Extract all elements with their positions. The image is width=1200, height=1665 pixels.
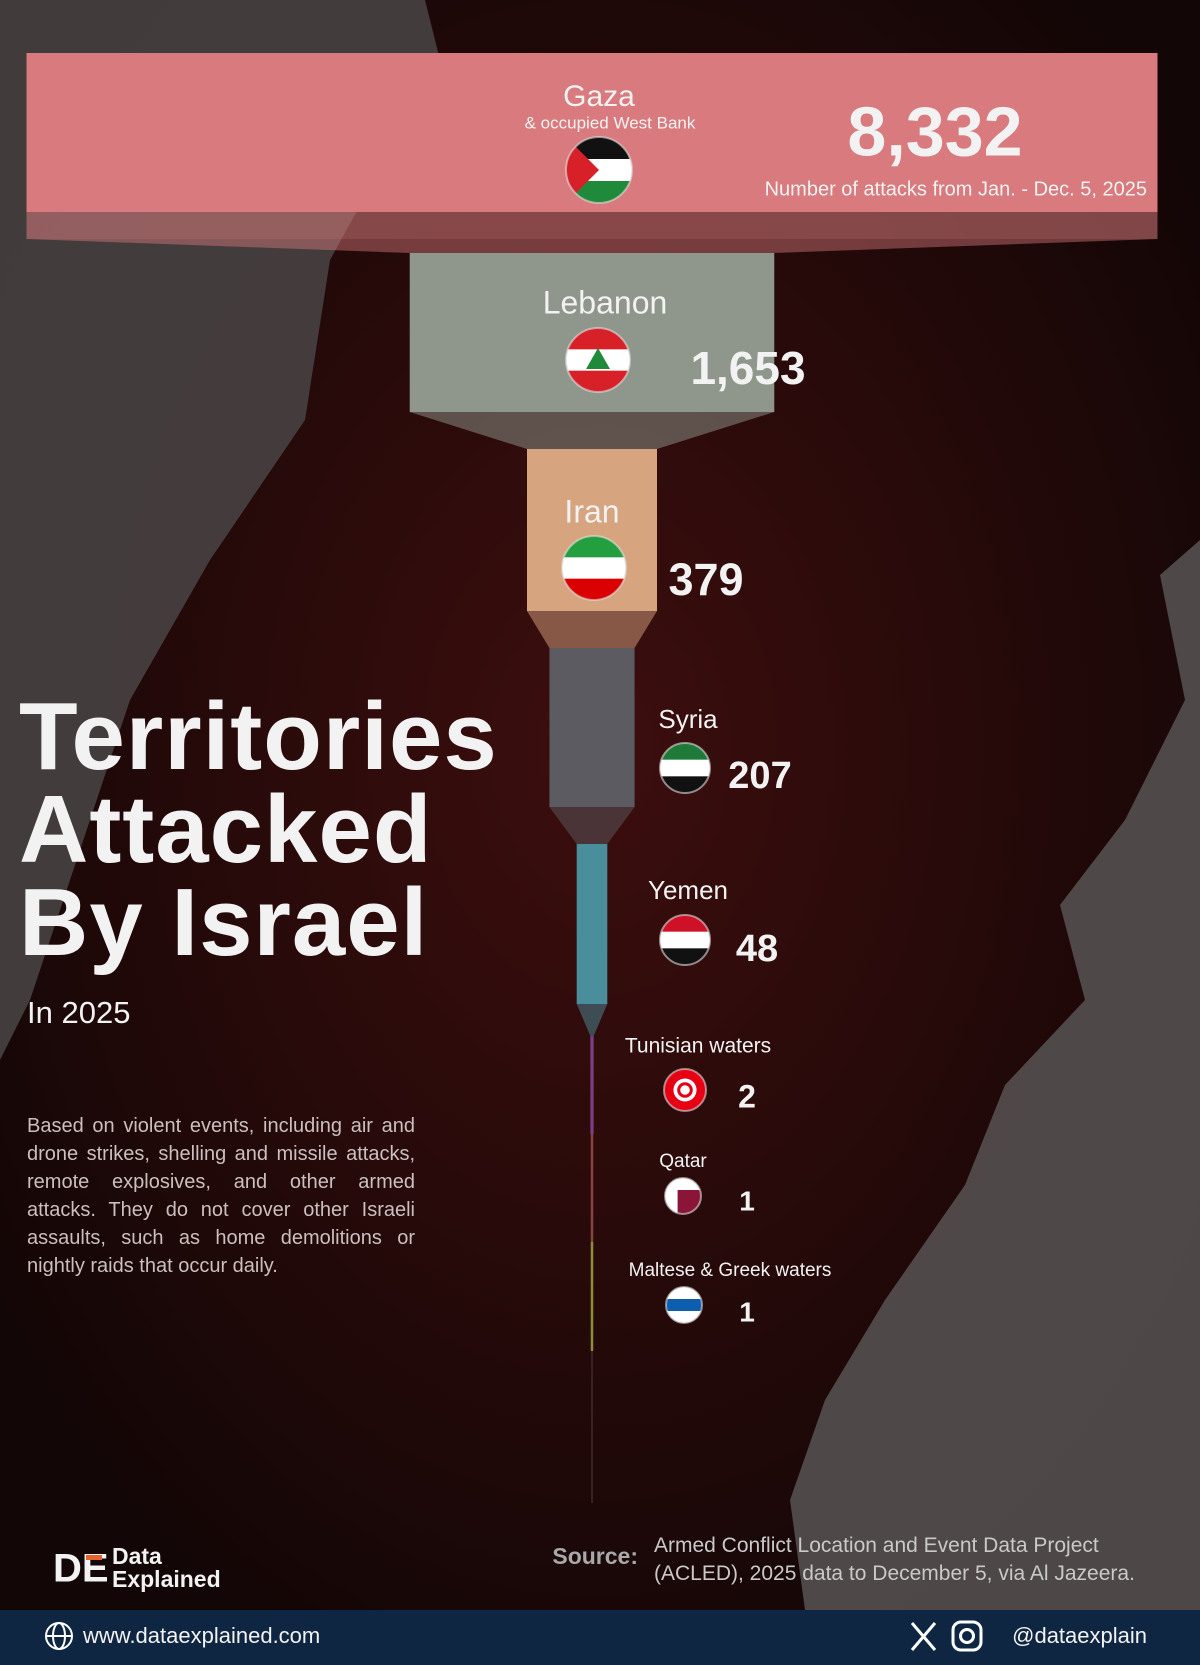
funnel-taper [409,412,775,449]
logo-mark: DE [53,1547,109,1591]
value-label: 1,653 [690,342,805,394]
source-label: Source: [552,1543,638,1569]
subtitle: In 2025 [27,995,131,1030]
source-text: Armed Conflict Location and Event Data P… [654,1534,1135,1585]
funnel-taper [576,1004,608,1036]
annotation: Number of attacks from Jan. - Dec. 5, 20… [765,178,1147,200]
annotation: & occupied West Bank [525,113,696,132]
category-label: Yemen [648,875,728,905]
funnel-taper [549,807,635,844]
flag [566,137,632,203]
funnel-bar [549,648,635,807]
title: Territories Attacked By Israel [19,683,498,976]
value-label: 1 [739,1185,755,1216]
category-label: Gaza [563,80,635,113]
value-label: 207 [728,755,791,797]
flag-crescent [677,1082,693,1098]
flag-triangle [566,137,599,203]
value-label: 8,332 [847,92,1022,170]
instagram-icon[interactable] [951,1620,983,1652]
flag-ring [659,914,711,966]
flag-stripe [666,1299,702,1312]
flag-disc [673,1078,697,1102]
flag-stripe [566,328,630,350]
value-label: 2 [738,1078,756,1114]
funnel-bar [590,1036,594,1134]
website[interactable]: www.dataexplained.com [82,1623,320,1648]
map-shape [0,0,440,1060]
funnel-bar [576,844,608,1004]
category-label: Iran [564,493,619,529]
instagram-icon [959,1628,975,1644]
funnel-bar [590,1134,594,1242]
flag-ring [663,1068,707,1112]
flag-ring [565,327,631,393]
flag [566,328,630,392]
flag-ring [561,535,627,601]
funnel-bar [590,1242,594,1351]
handle[interactable]: @dataexplain [1012,1623,1147,1648]
x-icon[interactable] [910,1622,937,1651]
category-label: Syria [658,704,718,734]
flag-ring [665,1286,703,1324]
footer-bar [0,1610,1200,1665]
flag-ring [659,742,711,794]
flag-cedar [586,348,610,369]
flag-stripe [660,759,710,777]
funnel-taper [526,611,658,648]
flag-ring [565,136,633,204]
brand-name: Data Explained [112,1543,221,1592]
note: Based on violent events, including air a… [27,1115,415,1277]
flag-stripe [562,557,626,580]
category-label: Maltese & Greek waters [629,1260,832,1281]
flag-stripe [562,536,626,558]
category-label: Lebanon [543,284,668,320]
value-label: 379 [668,554,743,605]
value-label: 1 [739,1296,755,1327]
category-label: Qatar [659,1151,707,1172]
map-shape [790,540,1200,1610]
logo-accent [86,1555,102,1560]
value-label: 48 [736,928,778,970]
flag-ring [664,1177,702,1215]
funnel: Gaza 8,332 Lebanon 1,653 Iran 379 Syria 207 Yeme… [26,53,1158,1503]
funnel-taper [26,239,1158,253]
category-label: Tunisian waters [625,1035,771,1058]
funnel-band [26,212,1158,239]
flag-stripe [660,931,710,949]
